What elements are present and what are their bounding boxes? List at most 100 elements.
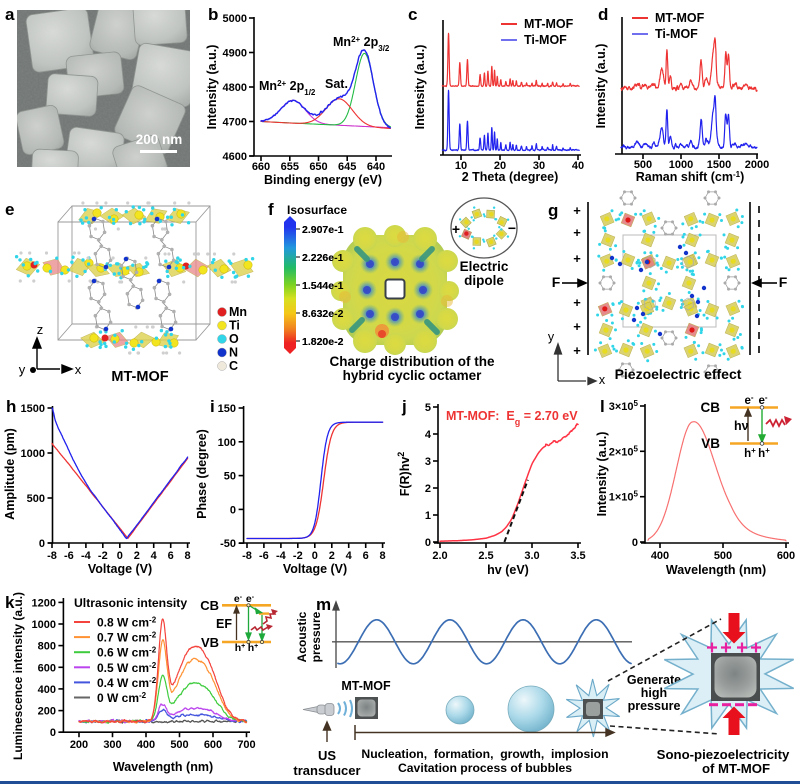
svg-text:N: N	[229, 346, 238, 360]
svg-text:-6: -6	[64, 550, 74, 562]
svg-text:1: 1	[425, 510, 431, 522]
svg-text:2.907e-1: 2.907e-1	[302, 224, 344, 236]
svg-text:y: y	[19, 362, 26, 377]
svg-text:3: 3	[425, 456, 431, 468]
svg-text:Wavelength (nm): Wavelength (nm)	[666, 563, 766, 577]
svg-text:Sat.: Sat.	[325, 77, 348, 91]
svg-text:a: a	[5, 5, 15, 24]
svg-text:4900: 4900	[223, 48, 247, 60]
svg-text:CB: CB	[200, 598, 219, 613]
svg-text:40: 40	[572, 160, 584, 172]
svg-text:z: z	[37, 322, 44, 337]
svg-text:200: 200	[38, 706, 56, 718]
svg-text:e-: e-	[744, 393, 753, 408]
svg-text:0.6 W cm-2: 0.6 W cm-2	[97, 645, 157, 660]
svg-text:MT-MOF: Eg = 2.70 eV: MT-MOF: Eg = 2.70 eV	[446, 409, 578, 427]
svg-text:MT-MOF: MT-MOF	[524, 17, 574, 31]
svg-text:Intensity (a.u.): Intensity (a.u.)	[205, 45, 219, 130]
svg-text:+: +	[573, 203, 581, 218]
svg-text:f: f	[268, 200, 274, 219]
svg-text:transducer: transducer	[293, 763, 360, 778]
svg-text:-6: -6	[259, 550, 269, 562]
svg-text:hν: hν	[734, 419, 749, 433]
svg-text:dipole: dipole	[464, 273, 504, 288]
svg-text:j: j	[401, 397, 407, 416]
svg-text:10: 10	[455, 160, 467, 172]
svg-text:x: x	[599, 373, 606, 387]
svg-text:1.544e-1: 1.544e-1	[302, 280, 344, 292]
svg-text:Voltage (V): Voltage (V)	[88, 562, 152, 576]
svg-text:660: 660	[252, 161, 270, 173]
svg-text:2: 2	[134, 550, 140, 562]
svg-text:+: +	[573, 295, 581, 310]
svg-text:200 nm: 200 nm	[136, 132, 183, 147]
svg-text:pressure: pressure	[628, 699, 681, 713]
svg-text:Intensity (a.u.): Intensity (a.u.)	[595, 432, 609, 517]
svg-text:Isosurface: Isosurface	[287, 203, 347, 217]
svg-text:Raman shift (cm-1): Raman shift (cm-1)	[636, 170, 745, 185]
svg-text:1000: 1000	[21, 448, 45, 460]
svg-text:640: 640	[367, 161, 385, 173]
svg-text:600: 600	[38, 662, 56, 674]
svg-text:1×105: 1×105	[609, 489, 639, 504]
svg-text:3.0: 3.0	[524, 550, 539, 562]
svg-text:h: h	[6, 397, 16, 416]
svg-text:4600: 4600	[223, 151, 247, 163]
svg-text:2.907e-1: 2.907e-1	[302, 224, 344, 236]
svg-text:200: 200	[70, 739, 88, 751]
svg-text:3.5: 3.5	[570, 550, 585, 562]
svg-text:4: 4	[425, 429, 432, 441]
svg-text:600: 600	[204, 739, 222, 751]
svg-text:800: 800	[38, 641, 56, 653]
svg-text:4: 4	[151, 550, 158, 562]
svg-text:0: 0	[312, 550, 318, 562]
svg-text:600: 600	[777, 550, 795, 562]
svg-text:Generate: Generate	[627, 673, 681, 687]
svg-text:1500: 1500	[707, 159, 731, 171]
svg-text:-2: -2	[98, 550, 108, 562]
svg-text:O: O	[229, 332, 239, 346]
svg-text:5: 5	[425, 402, 431, 414]
svg-text:VB: VB	[201, 635, 219, 650]
svg-text:+: +	[573, 343, 581, 358]
svg-text:4800: 4800	[223, 82, 247, 94]
svg-text:g: g	[548, 201, 558, 220]
svg-text:hv (eV): hv (eV)	[487, 563, 529, 577]
svg-text:e-: e-	[234, 593, 243, 605]
svg-text:MT-MOF: MT-MOF	[111, 369, 168, 385]
svg-text:1000: 1000	[669, 159, 693, 171]
svg-text:1.820e-2: 1.820e-2	[302, 336, 344, 348]
svg-text:50: 50	[224, 471, 236, 483]
svg-text:Intensity (a.u.): Intensity (a.u.)	[413, 45, 427, 130]
svg-text:C: C	[229, 359, 238, 373]
svg-text:Ultrasonic intensity: Ultrasonic intensity	[74, 596, 187, 610]
svg-text:+: +	[573, 319, 581, 334]
svg-text:e-: e-	[246, 593, 255, 605]
svg-text:-2: -2	[293, 550, 303, 562]
svg-text:y: y	[548, 330, 555, 344]
svg-text:Piezoelectric effect: Piezoelectric effect	[615, 366, 742, 382]
svg-text:Charge distribution of the: Charge distribution of the	[330, 354, 495, 369]
svg-text:400: 400	[651, 550, 669, 562]
svg-text:500: 500	[714, 550, 732, 562]
svg-text:Electric: Electric	[460, 259, 509, 274]
svg-text:EF: EF	[216, 617, 232, 631]
svg-text:500: 500	[27, 493, 45, 505]
svg-text:0.7 W cm-2: 0.7 W cm-2	[97, 630, 157, 645]
svg-text:c: c	[408, 5, 417, 24]
svg-text:Wavelength (nm): Wavelength (nm)	[113, 760, 213, 774]
svg-text:0.4 W cm-2: 0.4 W cm-2	[97, 675, 157, 690]
svg-text:+: +	[573, 225, 581, 240]
svg-text:i: i	[210, 397, 215, 416]
svg-text:Ti: Ti	[229, 319, 240, 333]
svg-text:4700: 4700	[223, 117, 247, 129]
svg-text:Sono-piezoelectricity: Sono-piezoelectricity	[657, 747, 790, 762]
svg-text:2.226e-1: 2.226e-1	[302, 252, 344, 264]
svg-text:Ti-MOF: Ti-MOF	[655, 27, 698, 41]
svg-text:700: 700	[237, 739, 255, 751]
svg-text:4: 4	[346, 550, 353, 562]
svg-text:1200: 1200	[32, 597, 56, 609]
svg-text:655: 655	[281, 161, 299, 173]
svg-text:150: 150	[218, 403, 236, 415]
svg-text:F: F	[552, 274, 561, 290]
